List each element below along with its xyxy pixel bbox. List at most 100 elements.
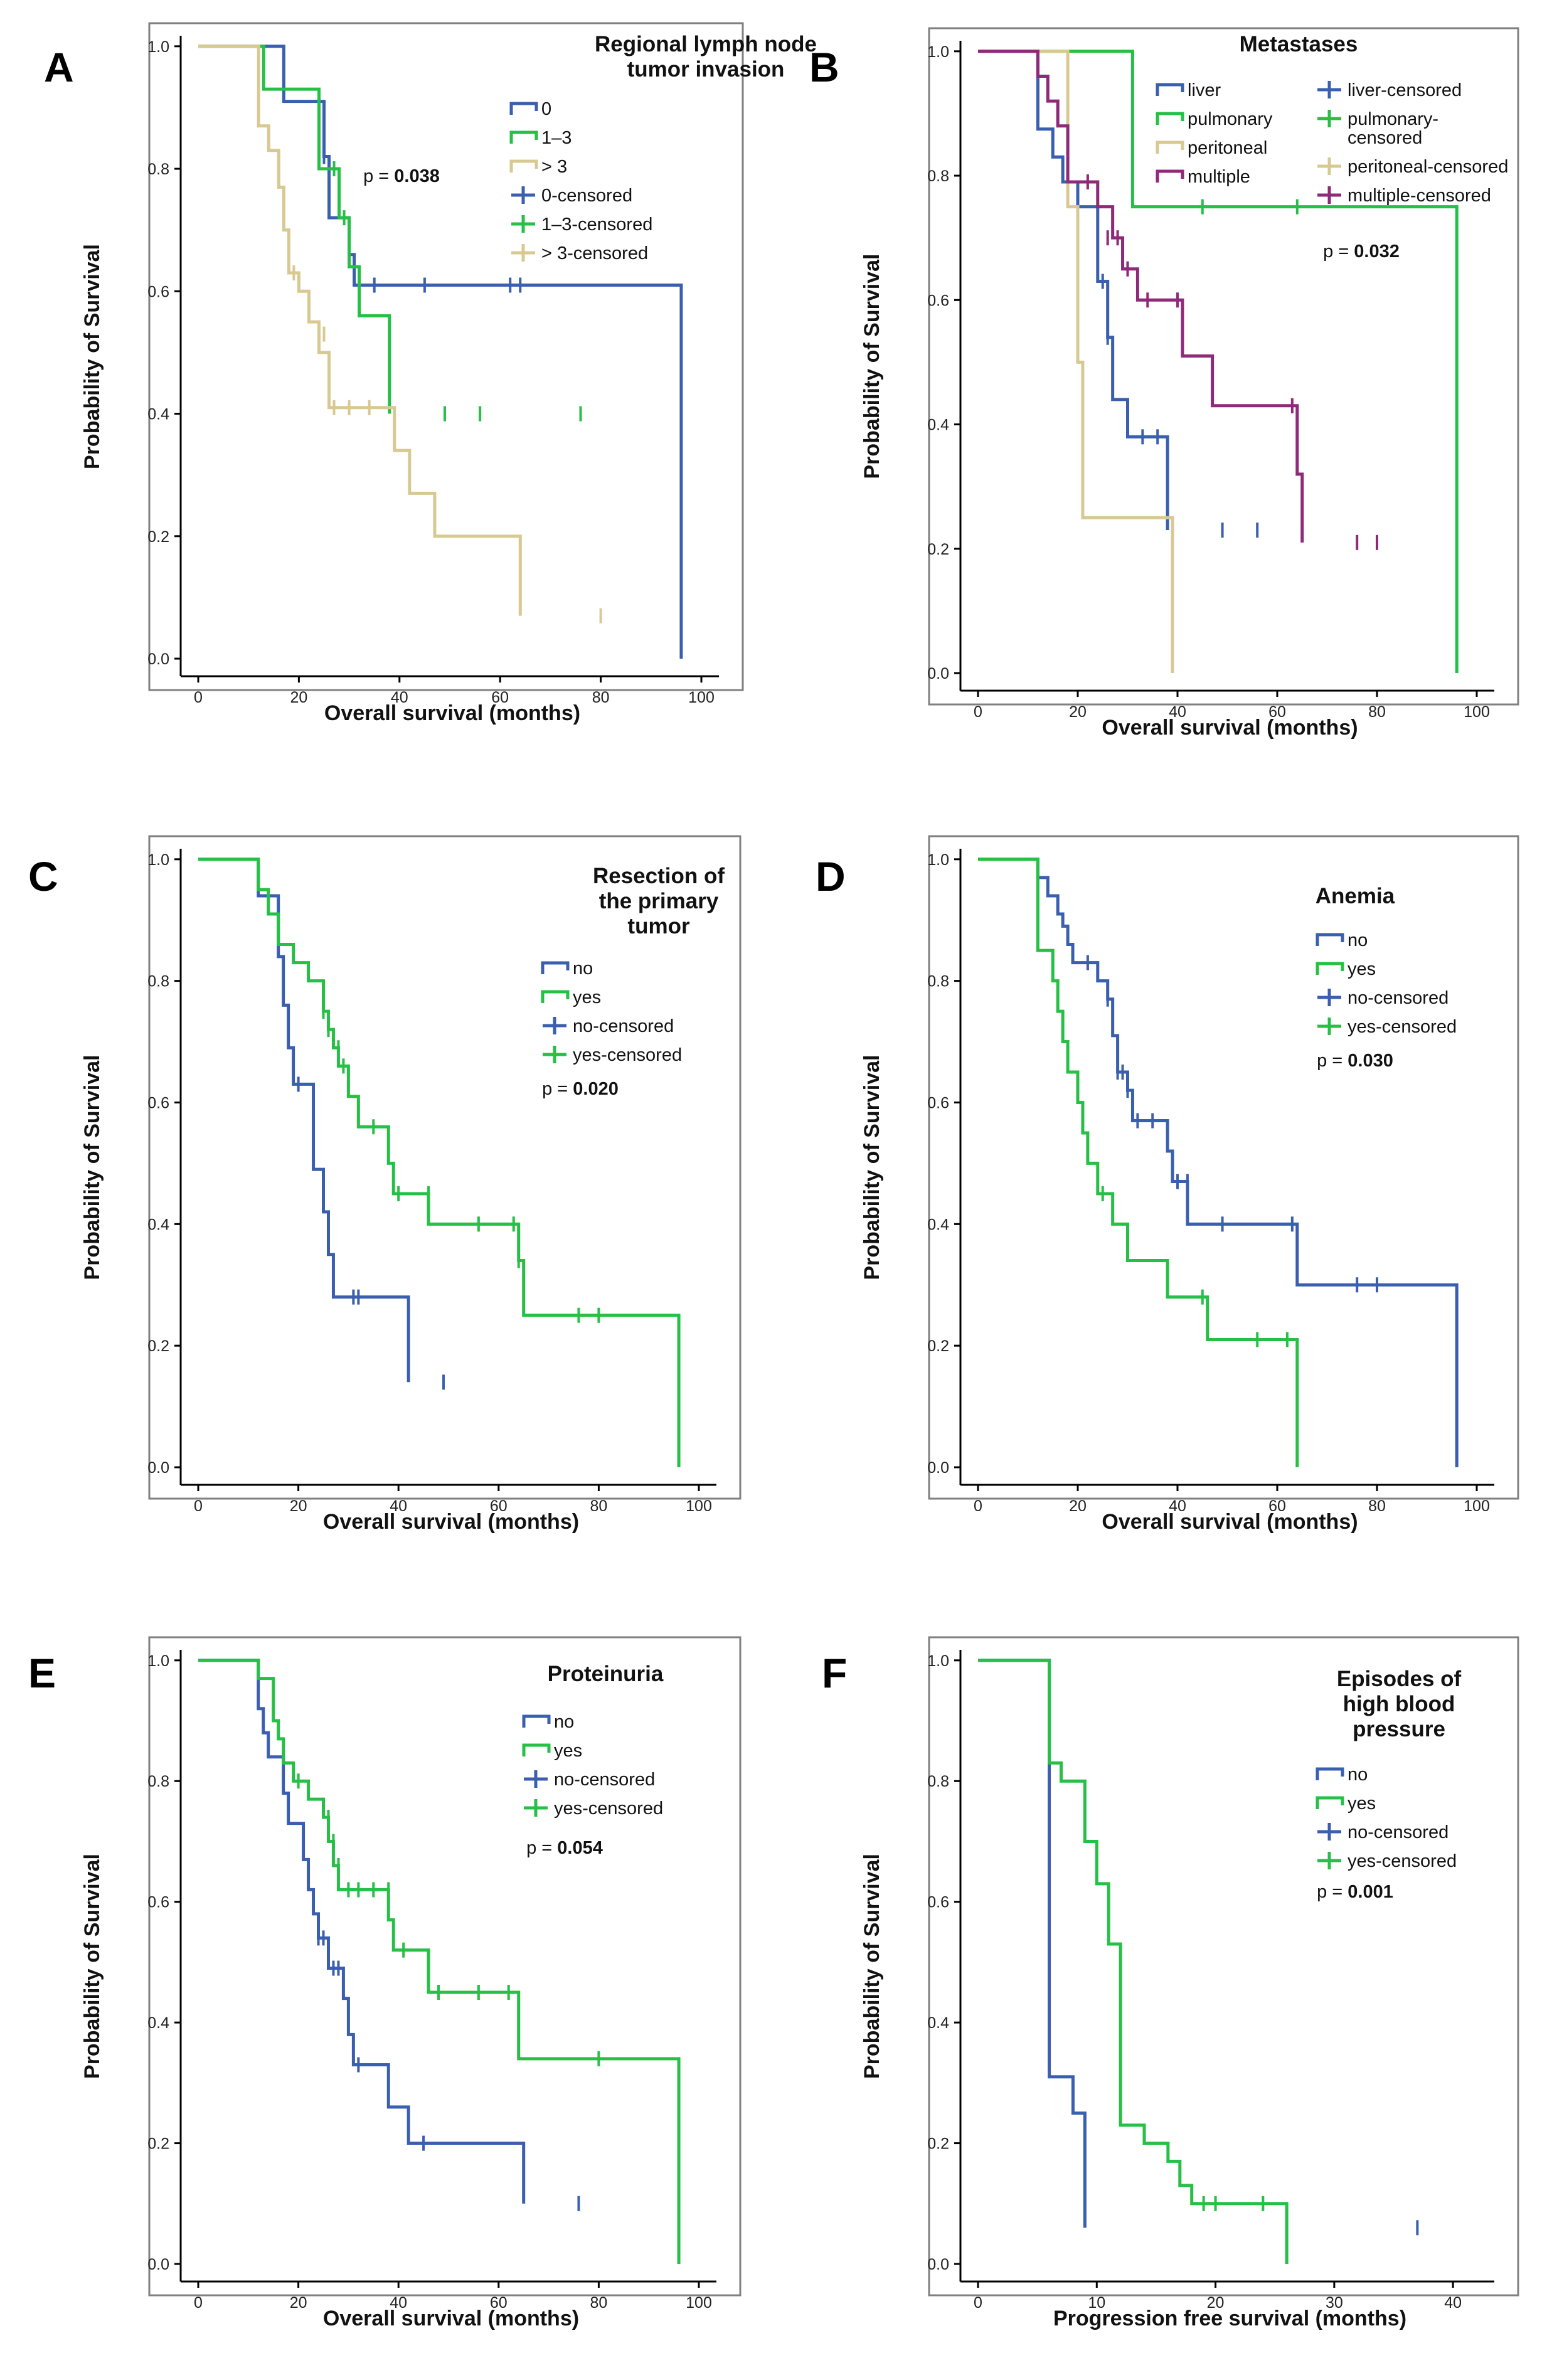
y-tick-label: 0.8 <box>147 1773 169 1790</box>
y-tick-label: 0.4 <box>927 2014 949 2032</box>
plot-area <box>928 835 1519 1500</box>
legend-item: liver-censored <box>1317 80 1462 100</box>
legend-label: multiple <box>1188 167 1250 187</box>
legend-line-swatch <box>1156 141 1184 154</box>
p-value-number: 0.032 <box>1354 242 1400 262</box>
legend-label: yes <box>1348 1793 1376 1814</box>
legend-item: pulmonary <box>1156 109 1273 129</box>
x-tick-label: 80 <box>1368 703 1386 721</box>
legend-item: no <box>1316 930 1368 950</box>
legend-item: yes <box>541 987 601 1007</box>
legend-line-swatch <box>541 961 570 974</box>
p-value: p = 0.054 <box>526 1838 603 1858</box>
y-tick-label: 0.4 <box>927 1216 949 1233</box>
x-axis-title: Progression free survival (months) <box>1053 2307 1406 2330</box>
y-tick-label: 0.2 <box>147 2135 169 2153</box>
plot-area <box>148 1636 742 2297</box>
x-tick-label: 0 <box>194 689 203 706</box>
x-tick-label: 40 <box>390 1497 407 1515</box>
legend-label: yes <box>573 987 601 1007</box>
panel-letter: B <box>809 44 839 90</box>
y-tick-label: 0.0 <box>147 1459 169 1477</box>
y-tick-label: 0.0 <box>927 665 949 683</box>
y-tick-label: 0.0 <box>147 651 169 668</box>
legend-label: 1–3-censored <box>541 215 652 235</box>
p-value-number: 0.038 <box>394 166 440 186</box>
legend-title-line: Regional lymph node <box>595 32 817 56</box>
km-curve-yes-series <box>978 1659 1289 2264</box>
legend-title-line: tumor <box>627 914 690 938</box>
x-axis-title: Overall survival (months) <box>323 2307 579 2330</box>
p-value-label: p = <box>542 1079 573 1099</box>
km-curve-no-series <box>198 1659 526 2204</box>
km-curve-peritoneal-series <box>978 50 1174 673</box>
legend-item: 0-censored <box>511 186 632 206</box>
km-curve-0-series <box>198 45 683 659</box>
legend-title-line: Metastases <box>1240 32 1358 56</box>
legend-label: peritoneal <box>1188 138 1267 158</box>
legend-label: 0-censored <box>541 186 632 206</box>
legend-title-line: Resection of <box>593 864 725 888</box>
panel-letter: F <box>822 1650 847 1696</box>
panel-letter: E <box>28 1650 56 1696</box>
x-tick-label: 100 <box>686 1497 712 1515</box>
x-tick-label: 0 <box>974 1497 982 1515</box>
y-tick-label: 1.0 <box>147 38 169 56</box>
x-tick-label: 100 <box>1464 703 1490 721</box>
x-tick-label: 80 <box>592 689 610 706</box>
y-axis-title: Probability of Survival <box>860 1854 884 2079</box>
legend-line-swatch <box>541 990 570 1003</box>
legend-line-swatch <box>1156 83 1184 96</box>
legend-label: no-censored <box>573 1016 674 1036</box>
y-tick-label: 1.0 <box>147 851 169 869</box>
plot-area <box>148 22 744 691</box>
y-tick-label: 0.6 <box>927 1094 949 1112</box>
p-value-number: 0.054 <box>557 1838 603 1858</box>
legend-item: no-censored <box>524 1770 655 1790</box>
x-tick-label: 60 <box>491 689 509 706</box>
panel-f: 0 10 20 30 40 0.0 0.2 0.4 0.6 0.8 1.0 Progression f… <box>822 1636 1519 2330</box>
legend: no yes no-censored yes-censored <box>541 959 682 1065</box>
legend-line-swatch <box>522 1714 551 1728</box>
x-tick-label: 100 <box>688 689 715 706</box>
legend-item: > 3-censored <box>511 243 648 263</box>
legend-item: 1–3 <box>509 128 571 148</box>
x-tick-label: 80 <box>1368 1497 1386 1515</box>
x-tick-label: 0 <box>194 1497 203 1515</box>
p-value-label: p = <box>1317 1051 1348 1071</box>
legend-item: no-censored <box>1317 988 1449 1008</box>
legend-item: yes-censored <box>1317 1017 1457 1037</box>
legend-label: censored <box>1348 128 1422 148</box>
panel-d: 0 20 40 60 80 100 0.0 0.2 0.4 0.6 0.8 1.0 Overall su… <box>816 835 1519 1534</box>
y-tick-label: 0.0 <box>147 2256 169 2273</box>
legend-label: yes <box>554 1741 582 1761</box>
plot-area <box>928 1636 1519 2297</box>
legend-item: no <box>1316 1765 1368 1785</box>
y-axis-title: Probability of Survival <box>860 1055 884 1280</box>
legend-line-swatch <box>1156 169 1184 183</box>
x-tick-label: 100 <box>1464 1497 1490 1515</box>
legend-line-swatch <box>509 130 538 144</box>
legend-label: no <box>1348 1765 1368 1785</box>
y-tick-label: 0.4 <box>147 406 169 423</box>
x-tick-label: 80 <box>590 2294 607 2312</box>
legend-label: no-censored <box>554 1770 655 1790</box>
legend-title-line: Proteinuria <box>548 1662 664 1686</box>
y-tick-label: 0.2 <box>927 1337 949 1355</box>
legend: no yes no-censored yes-censored <box>1316 930 1457 1037</box>
y-tick-label: 0.4 <box>147 2014 169 2032</box>
y-tick-label: 0.0 <box>927 2256 949 2273</box>
panel-c: 0 20 40 60 80 100 0.0 0.2 0.4 0.6 0.8 1.0 Overall su… <box>28 835 742 1534</box>
x-axis-title: Overall survival (months) <box>1102 716 1358 740</box>
x-tick-label: 0 <box>194 2294 203 2312</box>
legend: no yes no-censored yes-censored <box>1316 1765 1457 1871</box>
x-tick-label: 40 <box>391 689 408 706</box>
p-value-label: p = <box>1317 1882 1348 1902</box>
x-tick-label: 60 <box>1268 703 1286 721</box>
y-axis-title: Probability of Survival <box>80 1055 104 1280</box>
x-tick-label: 40 <box>390 2294 407 2312</box>
legend-title-line: tumor invasion <box>627 57 785 82</box>
